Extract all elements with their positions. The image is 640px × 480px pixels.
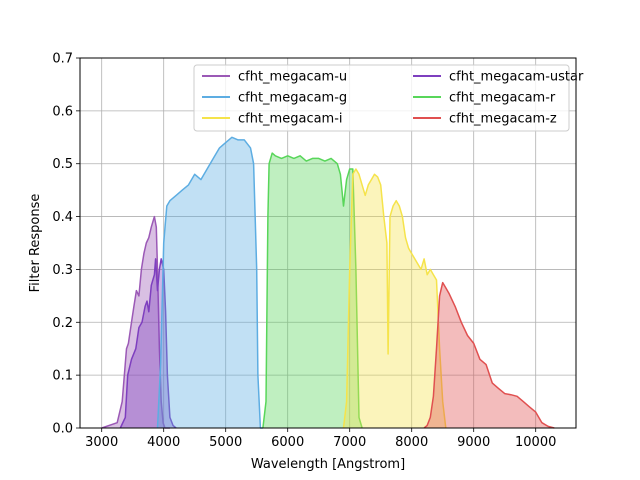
series-area bbox=[424, 282, 555, 428]
legend-item: cfht_megacam-i bbox=[202, 112, 343, 127]
legend-item: cfht_megacam-ustar bbox=[413, 70, 584, 85]
series-line bbox=[119, 258, 177, 429]
ticks: 3000 4000 5000 6000 7000 8000 9000 10000 0.0 0.1 0… bbox=[52, 52, 556, 451]
series-line bbox=[262, 152, 363, 429]
y-tick-label: 0.4 bbox=[52, 210, 73, 225]
x-tick-label: 4000 bbox=[147, 435, 180, 450]
series-line bbox=[156, 136, 263, 429]
series-layer bbox=[101, 136, 555, 429]
series-area bbox=[101, 216, 170, 428]
x-tick-label: 8000 bbox=[395, 435, 428, 450]
y-tick-label: 0.3 bbox=[52, 263, 73, 278]
legend-item: cfht_megacam-z bbox=[413, 112, 557, 127]
series-cfht_megacam-g bbox=[156, 136, 263, 429]
series-cfht_megacam-r bbox=[262, 152, 363, 429]
y-tick-label: 0.2 bbox=[52, 316, 73, 331]
x-tick-label: 9000 bbox=[457, 435, 490, 450]
x-axis-label: Wavelength [Angstrom] bbox=[251, 457, 405, 472]
plot-frame bbox=[79, 57, 577, 429]
legend-label: cfht_megacam-ustar bbox=[449, 70, 584, 85]
x-tick-label: 10000 bbox=[515, 435, 556, 450]
y-tick-label: 0.0 bbox=[52, 422, 73, 437]
y-tick-label: 0.6 bbox=[52, 104, 73, 119]
y-tick-label: 0.1 bbox=[52, 369, 73, 384]
legend: cfht_megacam-u cfht_megacam-ustar cfht_meg… bbox=[193, 64, 584, 132]
legend-label: cfht_megacam-z bbox=[449, 112, 557, 127]
y-tick-label: 0.5 bbox=[52, 157, 73, 172]
series-cfht_megacam-z bbox=[423, 281, 555, 429]
series-line bbox=[101, 215, 170, 429]
x-tick-label: 7000 bbox=[333, 435, 366, 450]
legend-box bbox=[193, 64, 570, 132]
legend-label: cfht_megacam-g bbox=[238, 91, 347, 106]
legend-label: cfht_megacam-u bbox=[238, 70, 347, 85]
legend-label: cfht_megacam-r bbox=[449, 91, 556, 106]
series-cfht_megacam-i bbox=[342, 168, 447, 429]
y-axis-label: Filter Response bbox=[28, 194, 43, 293]
legend-item: cfht_megacam-u bbox=[202, 70, 347, 85]
y-tick-label: 0.7 bbox=[52, 52, 73, 67]
series-area bbox=[262, 153, 363, 428]
x-tick-label: 5000 bbox=[209, 435, 242, 450]
series-line bbox=[342, 168, 447, 429]
x-tick-label: 3000 bbox=[85, 435, 118, 450]
x-tick-label: 6000 bbox=[271, 435, 304, 450]
legend-label: cfht_megacam-i bbox=[238, 112, 343, 127]
series-line bbox=[423, 281, 555, 429]
series-cfht_megacam-u bbox=[101, 215, 170, 429]
legend-item: cfht_megacam-g bbox=[202, 91, 347, 106]
series-area bbox=[343, 169, 446, 428]
legend-item: cfht_megacam-r bbox=[413, 91, 556, 106]
series-area bbox=[157, 137, 263, 429]
